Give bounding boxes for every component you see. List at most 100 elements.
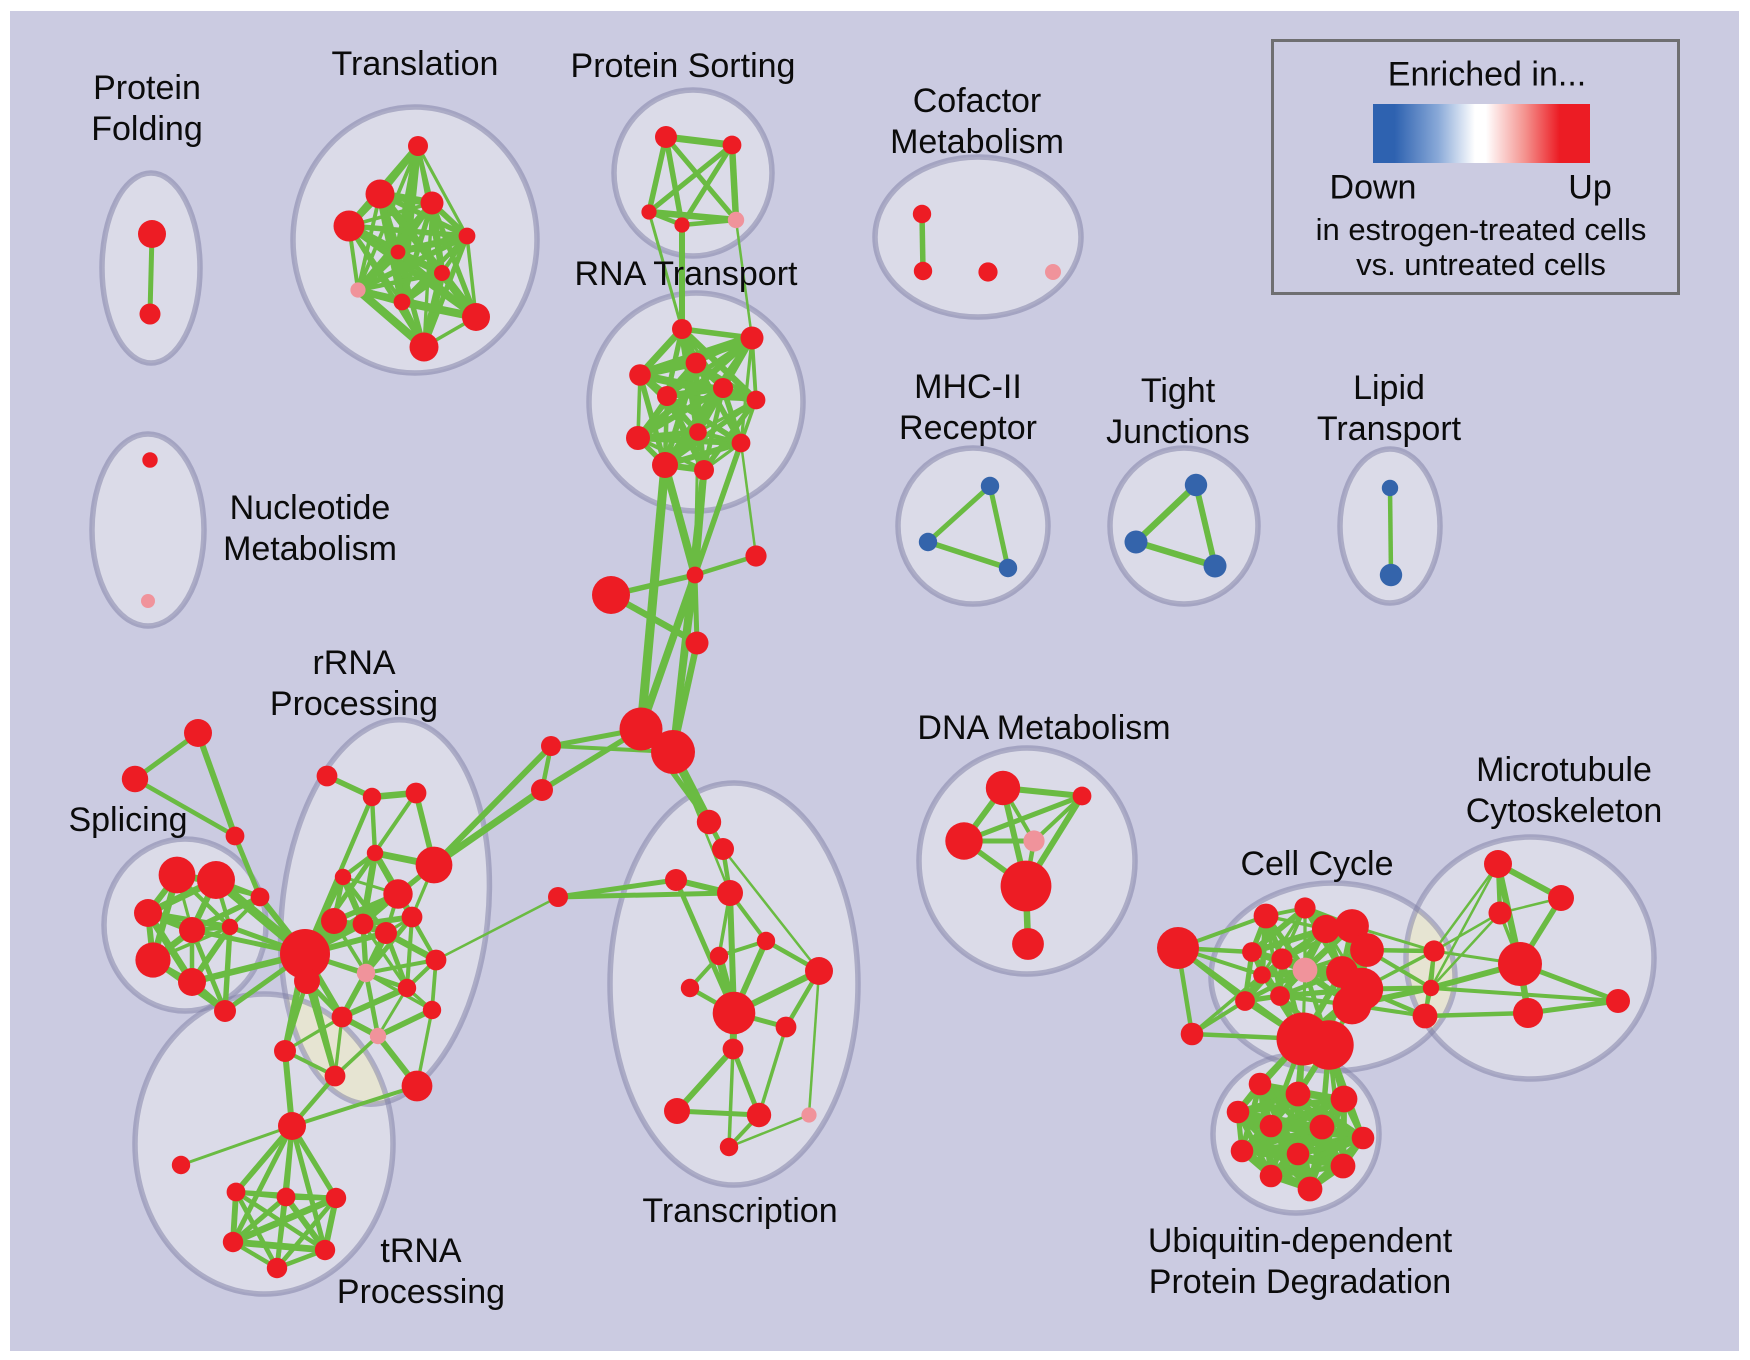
gene-set-node-DM2 xyxy=(1072,786,1092,806)
edge-RR21-TW3 xyxy=(289,1124,339,1200)
gene-set-node-RR17 xyxy=(369,1027,387,1045)
cluster-outline-lipid-transport xyxy=(1337,446,1443,606)
gene-set-node-T9 xyxy=(393,293,411,311)
edge-TW4-TW5 xyxy=(232,1238,326,1254)
gene-set-node-UB7 xyxy=(1351,1126,1375,1150)
gene-set-node-RR9 xyxy=(352,913,374,935)
gene-set-node-CC11 xyxy=(1311,914,1341,944)
edge-RR11-RR14 xyxy=(404,916,415,989)
edge-TR12-TR13 xyxy=(676,1108,760,1118)
gene-set-node-PS4 xyxy=(674,217,690,233)
gene-set-node-RT3 xyxy=(685,352,707,374)
gene-set-node-RT12 xyxy=(694,460,714,480)
gene-set-node-CC13 xyxy=(1350,933,1384,967)
edge-SP5-SP9 xyxy=(222,926,233,1012)
gene-set-node-T8 xyxy=(350,282,366,298)
cluster-label-cofactor-metabolism-line1: Cofactor xyxy=(913,82,1042,120)
gene-set-node-T3 xyxy=(333,210,365,242)
gene-set-node-RR11 xyxy=(401,906,423,928)
edge-RR21-RR22 xyxy=(180,1124,293,1167)
gene-set-node-MT6 xyxy=(1606,989,1630,1013)
cluster-label-mhc-ii-receptor-line2: Receptor xyxy=(899,409,1037,447)
gene-set-node-RR2 xyxy=(362,787,382,807)
edge-PS2-PS4 xyxy=(679,143,735,227)
gene-set-node-NU1 xyxy=(142,452,158,468)
gene-set-node-UB8 xyxy=(1230,1139,1254,1163)
edge-RR11-RR12 xyxy=(364,915,414,975)
gene-set-node-T6 xyxy=(390,244,406,260)
gene-set-node-TR6 xyxy=(709,946,729,966)
cluster-label-splicing-line1: Splicing xyxy=(68,801,187,839)
cluster-label-protein-folding-line2: Folding xyxy=(91,110,203,148)
gene-set-node-LT2 xyxy=(1379,563,1403,587)
gene-set-node-CC21 xyxy=(1422,979,1440,997)
cluster-label-tight-junctions-line2: Junctions xyxy=(1106,413,1250,451)
cluster-label-rna-transport-line1: RNA Transport xyxy=(575,255,799,293)
gene-set-node-TW3 xyxy=(325,1187,347,1209)
gene-set-node-CH1 xyxy=(686,566,704,584)
edge-RR21-TW1 xyxy=(233,1124,295,1194)
gene-set-node-RT1 xyxy=(672,319,692,339)
cluster-ellipse-nucleotide-metabolism xyxy=(92,434,204,626)
edge-PS2-PS5 xyxy=(728,144,740,221)
gene-set-node-CC18 xyxy=(1304,1020,1354,1070)
gene-set-node-RR1 xyxy=(316,765,338,787)
gene-set-node-RT10 xyxy=(731,433,751,453)
gene-set-node-PS3 xyxy=(641,204,657,220)
gene-set-node-MT4 xyxy=(1498,942,1542,986)
gene-set-node-LT1 xyxy=(1381,479,1399,497)
gene-set-node-SP6 xyxy=(250,887,270,907)
gene-set-node-RT2 xyxy=(740,326,764,350)
edge-TW2-TW5 xyxy=(283,1195,328,1252)
gene-set-node-TR1 xyxy=(696,809,722,835)
edge-T1-T5 xyxy=(416,145,469,237)
edge-TW3-TW6 xyxy=(275,1196,338,1270)
gene-set-node-SP8 xyxy=(178,968,206,996)
cluster-label-mhc-ii-receptor-line1: MHC-II xyxy=(914,368,1022,406)
gene-set-node-T11 xyxy=(409,332,439,362)
gene-set-node-UB6 xyxy=(1309,1114,1335,1140)
gene-set-node-RR13 xyxy=(425,949,447,971)
gene-set-node-RR16 xyxy=(331,1006,353,1028)
gene-set-node-DM4 xyxy=(1023,830,1045,852)
gene-set-node-TW4 xyxy=(222,1231,244,1253)
cluster-label-ubiquitin-dependent-protein-degradation-line2: Protein Degradation xyxy=(1149,1263,1451,1301)
edge-TR10-TR13 xyxy=(757,1026,788,1116)
gene-set-node-CH5 xyxy=(548,887,568,907)
edge-RR15-RR17 xyxy=(376,1007,434,1039)
edge-RR14-RR16 xyxy=(340,985,409,1020)
edge-MH1-MH3 xyxy=(987,485,1011,569)
gene-set-node-PF1 xyxy=(138,220,166,248)
edge-PS1-PS5 xyxy=(664,135,738,222)
gene-set-node-SP3 xyxy=(134,899,162,927)
edge-CC21-MT3 xyxy=(1430,912,1501,989)
edge-CC4-CC5 xyxy=(1250,905,1307,955)
gene-set-node-CC3 xyxy=(1253,903,1279,929)
gene-set-node-CC2 xyxy=(1180,1022,1204,1046)
gene-set-node-TJ3 xyxy=(1203,554,1227,578)
gene-set-node-DM3 xyxy=(945,822,983,860)
gene-set-node-T2 xyxy=(365,179,395,209)
gene-set-node-SA3 xyxy=(225,826,245,846)
gene-set-node-RR19 xyxy=(324,1065,346,1087)
edge-RR21-TW4 xyxy=(230,1124,295,1244)
gene-set-node-CC20 xyxy=(1423,940,1445,962)
gene-set-node-RH1 xyxy=(280,929,330,979)
edge-CH5-RR13 xyxy=(435,895,559,962)
edge-CH5-TR4 xyxy=(557,890,731,900)
edge-RH2-RR19 xyxy=(304,980,338,1077)
gene-set-node-RR3 xyxy=(405,782,427,804)
cluster-outline-dna-metabolism xyxy=(916,745,1138,977)
gene-set-node-MT5 xyxy=(1513,998,1543,1028)
edge-RT2-RT8 xyxy=(635,335,755,441)
edge-PS1-PS2 xyxy=(665,133,733,149)
gene-set-node-UB4 xyxy=(1226,1100,1250,1124)
gene-set-node-RR15 xyxy=(422,1000,442,1020)
cluster-outline-trna-processing xyxy=(132,991,396,1297)
gene-set-node-SA2 xyxy=(121,765,149,793)
edge-T6-T8 xyxy=(355,249,401,293)
gene-set-node-DM6 xyxy=(1012,928,1044,960)
gene-set-node-TW2 xyxy=(276,1187,296,1207)
edge-RR21-TW5 xyxy=(289,1125,328,1251)
gene-set-node-RH2 xyxy=(294,968,320,994)
